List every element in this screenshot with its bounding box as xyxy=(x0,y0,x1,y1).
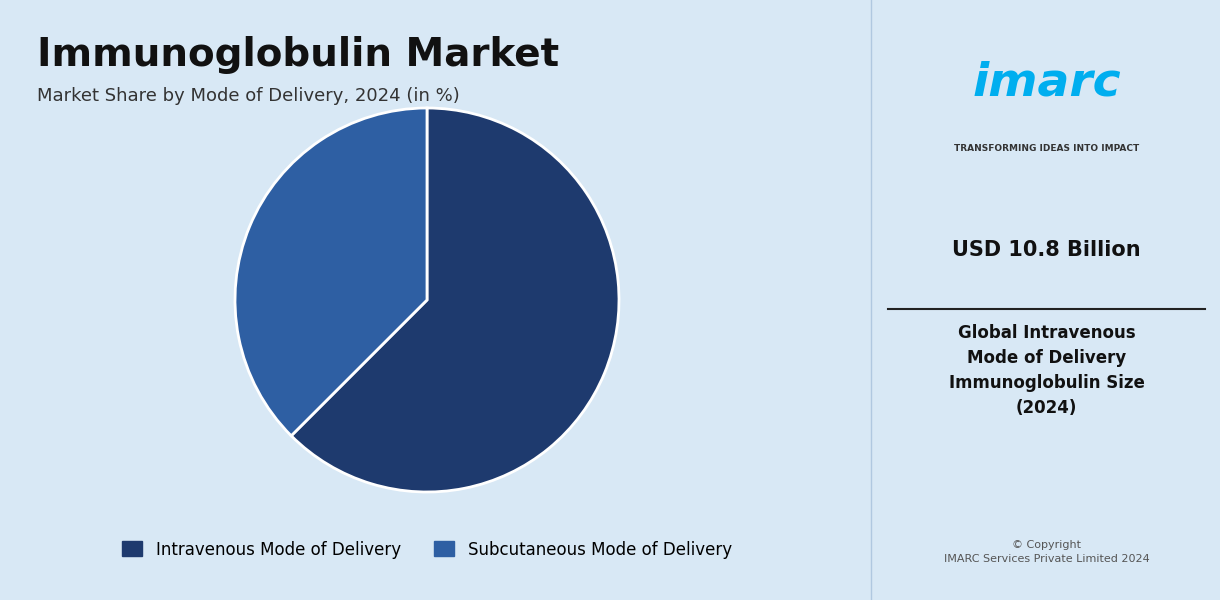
Text: imarc: imarc xyxy=(972,60,1121,105)
Wedge shape xyxy=(235,108,427,436)
Wedge shape xyxy=(292,108,619,492)
Text: Market Share by Mode of Delivery, 2024 (in %): Market Share by Mode of Delivery, 2024 (… xyxy=(37,87,460,105)
Legend: Intravenous Mode of Delivery, Subcutaneous Mode of Delivery: Intravenous Mode of Delivery, Subcutaneo… xyxy=(116,534,738,565)
Text: © Copyright
IMARC Services Private Limited 2024: © Copyright IMARC Services Private Limit… xyxy=(944,540,1149,564)
Text: TRANSFORMING IDEAS INTO IMPACT: TRANSFORMING IDEAS INTO IMPACT xyxy=(954,144,1139,153)
Text: Immunoglobulin Market: Immunoglobulin Market xyxy=(37,36,559,74)
Text: Global Intravenous
Mode of Delivery
Immunoglobulin Size
(2024): Global Intravenous Mode of Delivery Immu… xyxy=(949,324,1144,417)
Text: USD 10.8 Billion: USD 10.8 Billion xyxy=(953,240,1141,260)
